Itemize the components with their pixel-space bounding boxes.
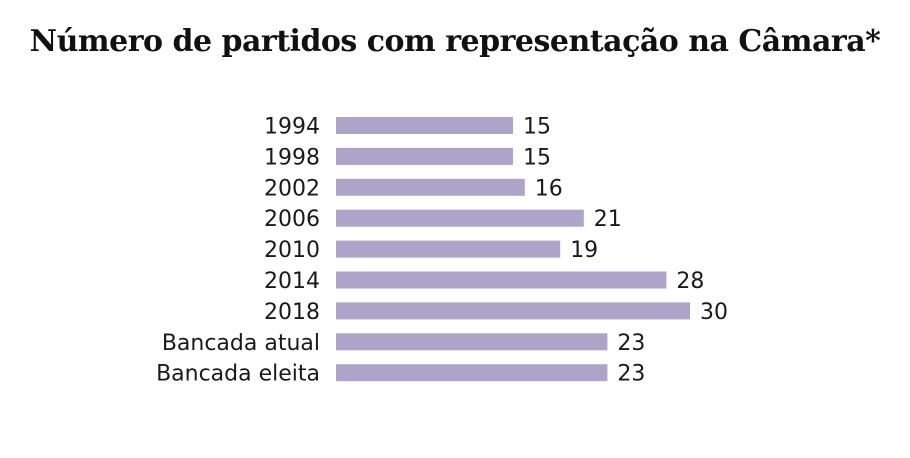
category-label: 2014 bbox=[264, 269, 320, 294]
bar bbox=[336, 178, 525, 196]
value-label: 28 bbox=[676, 269, 704, 294]
value-label: 15 bbox=[523, 115, 551, 140]
category-label: 2002 bbox=[264, 176, 320, 201]
bar bbox=[336, 147, 513, 165]
category-label: Bancada atual bbox=[162, 331, 320, 356]
category-label: 2010 bbox=[264, 238, 320, 263]
bar bbox=[336, 117, 513, 134]
category-label: 2018 bbox=[264, 300, 320, 325]
category-label: 1994 bbox=[264, 115, 320, 140]
value-label: 19 bbox=[570, 238, 598, 263]
value-label: 15 bbox=[523, 145, 551, 170]
value-label: 23 bbox=[617, 331, 645, 356]
bar bbox=[336, 271, 667, 289]
bar bbox=[336, 240, 561, 258]
category-label: 2006 bbox=[264, 207, 320, 232]
category-label: Bancada eleita bbox=[156, 362, 320, 387]
bar bbox=[336, 209, 584, 227]
bar bbox=[336, 302, 690, 320]
bar bbox=[336, 333, 608, 351]
chart-title: Número de partidos com representação na … bbox=[29, 24, 881, 59]
category-label: 1998 bbox=[264, 145, 320, 170]
value-label: 21 bbox=[594, 207, 622, 232]
bar bbox=[336, 364, 608, 382]
value-label: 30 bbox=[700, 300, 728, 325]
value-label: 23 bbox=[617, 362, 645, 387]
value-label: 16 bbox=[535, 176, 563, 201]
